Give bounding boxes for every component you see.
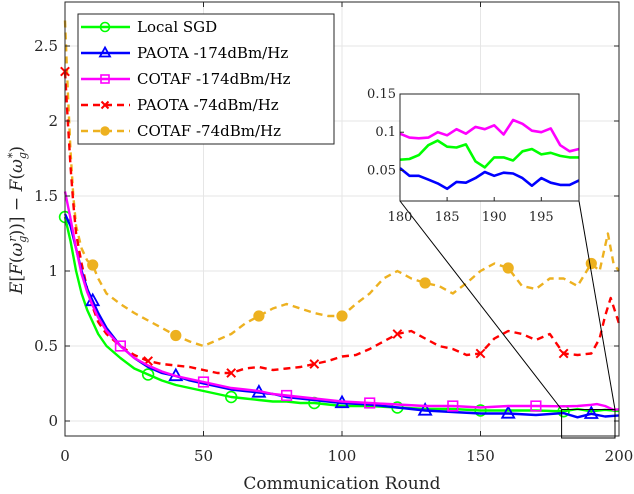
legend-label: Local SGD [137, 18, 217, 36]
inset-y-tick-label: 0.05 [367, 163, 396, 178]
square-marker [197, 376, 210, 388]
zoom-connector-left [399, 200, 562, 410]
legend-label: COTAF -174dBm/Hz [137, 70, 291, 88]
legend-label: PAOTA -174dBm/Hz [137, 44, 288, 62]
filled-circle-marker [87, 259, 99, 271]
inset-y-tick-label: 0.15 [367, 87, 396, 102]
square-marker [100, 74, 110, 84]
filled-circle-marker [419, 277, 431, 289]
legend-entry: COTAF -174dBm/Hz [81, 70, 291, 88]
series-cotaf-74dbm-hz [63, 20, 620, 348]
x-tick-label: 50 [194, 447, 213, 465]
y-tick-label: 0 [48, 412, 58, 430]
y-tick-label: 2.5 [34, 37, 58, 55]
x-marker-stroke [558, 348, 569, 359]
x-tick-label: 0 [60, 447, 70, 465]
legend: Local SGD PAOTA -174dBm/Hz COTAF -174dBm/H… [77, 13, 335, 145]
square-marker [447, 400, 459, 412]
inset-x-tick-label: 190 [482, 210, 507, 225]
circle-marker [141, 368, 155, 381]
triangle-marker [500, 405, 516, 419]
zoom-connector-right [578, 200, 616, 410]
y-tick-label: 1 [48, 262, 58, 280]
inset-x-tick-label: 195 [529, 210, 554, 225]
inset-x-tick-label: 180 [388, 210, 413, 225]
inset-series-local-sgd [399, 139, 579, 169]
series-line [63, 213, 620, 419]
x-marker-stroke [226, 368, 237, 378]
legend-entry: PAOTA -74dBm/Hz [81, 96, 279, 114]
series-line [63, 191, 620, 411]
series-markers [114, 340, 542, 412]
inset-plot: 180 185 190 195 0.05 0.1 0.15 [367, 87, 580, 225]
legend-entry: COTAF -74dBm/Hz [81, 122, 281, 140]
y-axis-label: E[F(ωgr))] − F(ωg*) [6, 146, 29, 295]
x-marker-stroke [475, 348, 486, 359]
circle-marker [99, 21, 111, 33]
circle-marker [225, 390, 238, 404]
inset-series-cotaf-174dbm-hz [399, 118, 580, 153]
x-axis-label: Communication Round [243, 474, 440, 494]
triangle-marker [583, 405, 599, 419]
series-line [63, 216, 620, 413]
legend-label: COTAF -74dBm/Hz [137, 122, 281, 140]
filled-circle-marker [253, 310, 265, 322]
zoom-region [399, 200, 616, 439]
circle-marker [474, 404, 487, 417]
y-tick-label: 1.5 [34, 187, 58, 205]
inset-box [399, 93, 580, 202]
zoom-rectangle [561, 409, 616, 439]
series-layer [58, 20, 621, 419]
filled-circle-marker [502, 262, 514, 274]
series-cotaf-174dbm-hz [63, 191, 620, 412]
x-marker-stroke [392, 329, 403, 339]
series-line [63, 71, 621, 375]
filled-circle-marker [336, 310, 348, 322]
series-markers [87, 257, 597, 342]
x-tick-label: 200 [605, 447, 634, 465]
filled-circle-marker [170, 329, 182, 342]
y-axis-label-group: E[F(ωgr))] − F(ωg*) [6, 146, 29, 295]
filled-circle-marker [100, 126, 110, 136]
square-marker [530, 400, 542, 412]
y-tick-label: 2 [48, 112, 58, 130]
x-marker-stroke [309, 359, 320, 369]
series-markers [60, 66, 569, 378]
x-tick-label: 100 [328, 447, 357, 465]
legend-label: PAOTA -74dBm/Hz [137, 96, 279, 114]
inset-y-tick-label: 0.1 [375, 125, 396, 140]
series-paota-74dbm-hz [60, 66, 621, 378]
axes: 0 50 100 150 200 0 0.5 1 1.5 2 2.5 [34, 1, 634, 465]
legend-entry: PAOTA -174dBm/Hz [81, 44, 288, 62]
triangle-marker [98, 45, 112, 58]
square-marker [114, 340, 126, 352]
inset-series-paota-174dbm-hz [399, 167, 580, 191]
inset-x-tick-label: 185 [435, 210, 460, 225]
square-marker [364, 397, 376, 409]
square-marker [280, 389, 293, 402]
legend-entry: Local SGD [81, 18, 217, 36]
y-tick-label: 0.5 [34, 337, 58, 355]
triangle-marker [417, 402, 433, 416]
x-tick-label: 150 [466, 447, 495, 465]
x-marker-stroke [100, 100, 110, 110]
filled-circle-marker [585, 257, 597, 270]
